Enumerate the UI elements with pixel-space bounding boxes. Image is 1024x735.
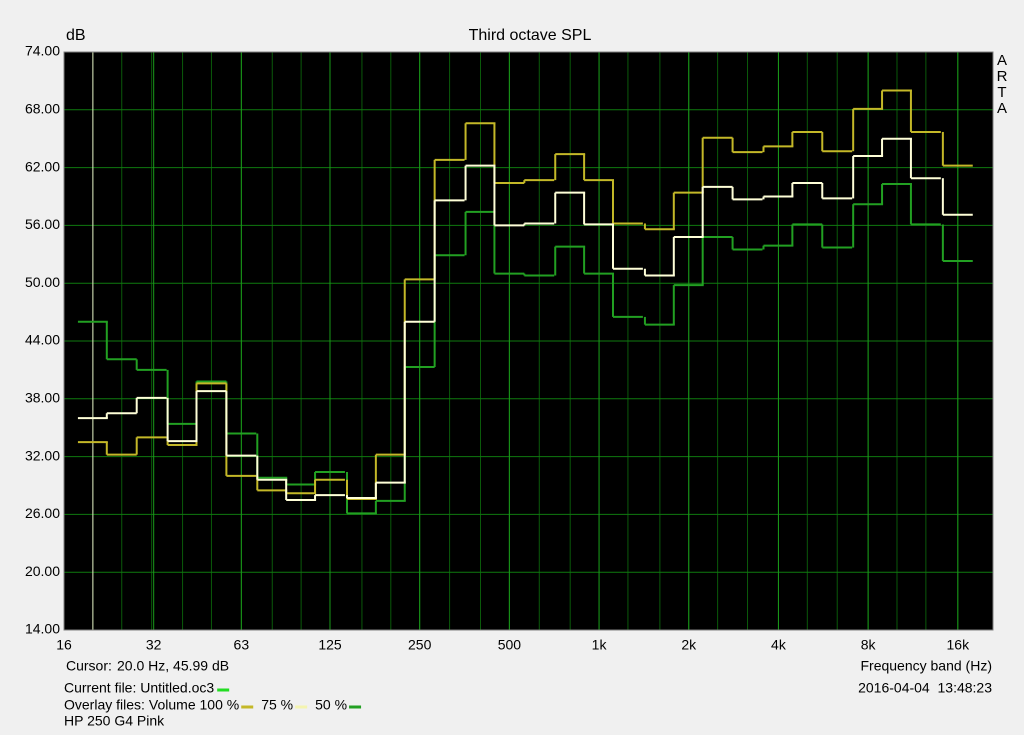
x-tick-label: 250 [408,637,432,653]
y-tick-label: 68.00 [25,101,60,117]
x-tick-label: 4k [771,637,787,653]
watermark-letter: R [997,68,1008,85]
y-tick-label: 62.00 [25,158,60,174]
y-tick-label: 14.00 [25,621,60,637]
cursor-label: Cursor: [66,658,112,674]
cursor-readout: 20.0 Hz, 45.99 dB [117,658,229,674]
x-tick-label: 125 [318,637,342,653]
watermark-letter: A [997,52,1007,69]
current-file: Current file: Untitled.oc3 [64,680,214,696]
timestamp: 2016-04-04 13:48:23 [858,680,992,696]
y-tick-label: 56.00 [25,216,60,232]
y-axis-unit: dB [66,27,86,44]
watermark-letter: T [997,84,1006,101]
x-tick-label: 63 [234,637,250,653]
y-tick-label: 44.00 [25,332,60,348]
y-tick-label: 20.00 [25,563,60,579]
x-tick-label: 32 [146,637,162,653]
x-tick-label: 8k [861,637,877,653]
x-axis-label: Frequency band (Hz) [860,658,992,674]
x-tick-label: 500 [498,637,522,653]
legend-label: 75 % [261,697,293,713]
x-tick-label: 16 [56,637,72,653]
watermark-letter: A [997,100,1007,117]
y-tick-label: 74.00 [25,43,60,59]
chart-title: Third octave SPL [469,27,592,44]
overlay-label: Overlay files: [64,697,145,713]
plot-frame [63,51,994,631]
note: HP 250 G4 Pink [64,713,165,729]
x-tick-label: 16k [947,637,971,653]
x-tick-label: 1k [592,637,608,653]
y-tick-label: 38.00 [25,390,60,406]
x-tick-label: 2k [681,637,697,653]
y-tick-label: 26.00 [25,505,60,521]
y-tick-label: 32.00 [25,447,60,463]
legend-label: 50 % [315,697,347,713]
y-tick-label: 50.00 [25,274,60,290]
legend-label: Volume 100 % [149,697,239,713]
